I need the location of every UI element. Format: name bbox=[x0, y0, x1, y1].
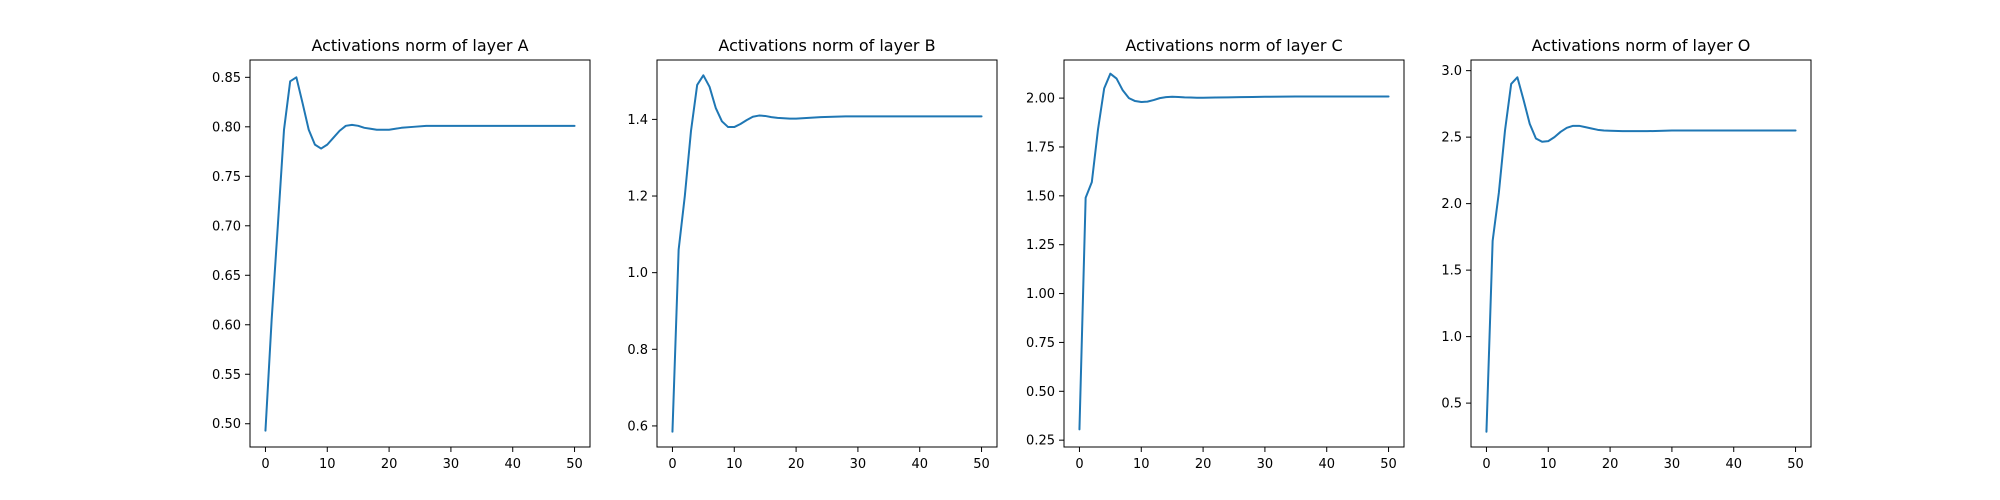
series-line bbox=[1485, 76, 1797, 433]
x-tick-label: 20 bbox=[1195, 457, 1212, 472]
y-tick-label: 3.0 bbox=[1441, 64, 1462, 79]
x-tick-label: 30 bbox=[850, 457, 867, 472]
y-tick-label: 0.8 bbox=[627, 343, 648, 358]
chart-title: Activations norm of layer C bbox=[1125, 36, 1342, 55]
x-tick-label: 0 bbox=[1075, 457, 1083, 472]
chart-title: Activations norm of layer O bbox=[1532, 36, 1751, 55]
y-tick-label: 0.50 bbox=[1026, 385, 1055, 400]
x-tick-label: 20 bbox=[381, 457, 398, 472]
y-tick-label: 0.25 bbox=[1026, 434, 1055, 449]
y-tick-label: 1.00 bbox=[1026, 287, 1055, 302]
x-tick-label: 20 bbox=[788, 457, 805, 472]
y-tick-label: 0.50 bbox=[212, 417, 241, 432]
y-tick-label: 1.5 bbox=[1441, 264, 1462, 279]
y-tick-label: 0.75 bbox=[212, 170, 241, 185]
series-line bbox=[671, 74, 983, 433]
y-tick-label: 2.00 bbox=[1026, 92, 1055, 107]
y-tick-label: 0.5 bbox=[1441, 397, 1462, 412]
x-tick-label: 30 bbox=[443, 457, 460, 472]
plot-frame bbox=[249, 59, 591, 448]
y-tick-label: 0.6 bbox=[627, 419, 648, 434]
y-tick-label: 2.0 bbox=[1441, 197, 1462, 212]
y-tick-label: 0.65 bbox=[212, 269, 241, 284]
y-tick-label: 0.70 bbox=[212, 219, 241, 234]
x-tick-label: 50 bbox=[1380, 457, 1397, 472]
y-tick-label: 1.25 bbox=[1026, 238, 1055, 253]
x-tick-label: 0 bbox=[668, 457, 676, 472]
x-tick-label: 50 bbox=[973, 457, 990, 472]
y-tick-label: 1.4 bbox=[627, 113, 648, 128]
y-tick-label: 1.2 bbox=[627, 190, 648, 205]
plot-frame bbox=[1470, 59, 1812, 448]
chart-panel-1: Activations norm of layer A 0 10 20 30 40 50 0.… bbox=[212, 36, 591, 472]
x-tick-label: 40 bbox=[1318, 457, 1335, 472]
x-tick-label: 40 bbox=[911, 457, 928, 472]
x-tick-label: 10 bbox=[319, 457, 336, 472]
x-tick-label: 10 bbox=[726, 457, 743, 472]
y-tick-label: 2.5 bbox=[1441, 131, 1462, 146]
chart-title: Activations norm of layer B bbox=[718, 36, 935, 55]
series-line bbox=[1078, 72, 1390, 431]
x-tick-label: 0 bbox=[261, 457, 269, 472]
x-tick-label: 40 bbox=[504, 457, 521, 472]
y-tick-label: 1.50 bbox=[1026, 189, 1055, 204]
x-tick-label: 30 bbox=[1257, 457, 1274, 472]
y-tick-label: 0.85 bbox=[212, 71, 241, 86]
x-tick-label: 20 bbox=[1602, 457, 1619, 472]
chart-panel-4: Activations norm of layer O 0 10 20 30 40 50 0.… bbox=[1441, 36, 1812, 472]
y-tick-label: 1.0 bbox=[1441, 330, 1462, 345]
y-tick-label: 1.75 bbox=[1026, 140, 1055, 155]
y-tick-label: 1.0 bbox=[627, 266, 648, 281]
chart-panel-3: Activations norm of layer C 0 10 20 30 40 50 0.… bbox=[1026, 36, 1405, 472]
plot-frame bbox=[1063, 59, 1405, 448]
chart-title: Activations norm of layer A bbox=[311, 36, 528, 55]
x-tick-label: 0 bbox=[1482, 457, 1490, 472]
x-tick-label: 30 bbox=[1664, 457, 1681, 472]
x-tick-label: 50 bbox=[566, 457, 583, 472]
x-tick-label: 10 bbox=[1540, 457, 1557, 472]
y-tick-label: 0.55 bbox=[212, 368, 241, 383]
x-tick-label: 50 bbox=[1787, 457, 1804, 472]
y-tick-label: 0.80 bbox=[212, 120, 241, 135]
y-tick-label: 0.60 bbox=[212, 318, 241, 333]
x-tick-label: 10 bbox=[1133, 457, 1150, 472]
x-tick-label: 40 bbox=[1725, 457, 1742, 472]
plot-frame bbox=[656, 59, 998, 448]
y-tick-label: 0.75 bbox=[1026, 336, 1055, 351]
chart-panel-2: Activations norm of layer B 0 10 20 30 40 50 0.… bbox=[627, 36, 998, 472]
series-line bbox=[264, 76, 576, 432]
